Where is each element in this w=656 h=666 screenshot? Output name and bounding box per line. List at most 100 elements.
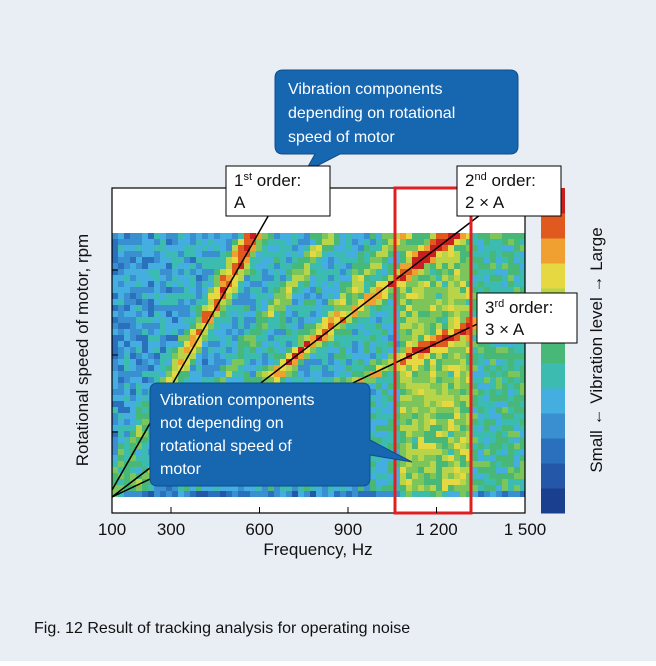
heatmap-cell (274, 245, 280, 251)
heatmap-cell (118, 287, 124, 293)
heatmap-cell (460, 293, 466, 299)
heatmap-cell (382, 395, 388, 401)
heatmap-cell (322, 311, 328, 317)
heatmap-cell (478, 443, 484, 449)
heatmap-cell (340, 359, 346, 365)
heatmap-cell (274, 269, 280, 275)
heatmap-cell (448, 341, 454, 347)
heatmap-cell (334, 305, 340, 311)
heatmap-cell (322, 293, 328, 299)
heatmap-cell (154, 371, 160, 377)
heatmap-cell (484, 407, 490, 413)
heatmap-cell (166, 281, 172, 287)
heatmap-cell (166, 311, 172, 317)
heatmap-cell (118, 323, 124, 329)
heatmap-cell (454, 317, 460, 323)
heatmap-cell (286, 287, 292, 293)
heatmap-cell (514, 485, 520, 491)
heatmap-cell (406, 473, 412, 479)
heatmap-cell (358, 263, 364, 269)
heatmap-cell (178, 305, 184, 311)
heatmap-cell (496, 365, 502, 371)
heatmap-cell (142, 389, 148, 395)
heatmap-cell (124, 389, 130, 395)
heatmap-cell (346, 353, 352, 359)
heatmap-cell (202, 257, 208, 263)
heatmap-cell (238, 293, 244, 299)
heatmap-cell (220, 365, 226, 371)
heatmap-cell (112, 473, 118, 479)
heatmap-cell (124, 431, 130, 437)
heatmap-cell (370, 299, 376, 305)
heatmap-cell (232, 233, 238, 239)
heatmap-cell (514, 287, 520, 293)
heatmap-cell (160, 233, 166, 239)
heatmap-cell (124, 245, 130, 251)
heatmap-cell (142, 413, 148, 419)
heatmap-cell (388, 251, 394, 257)
heatmap-cell (490, 437, 496, 443)
heatmap-cell (160, 311, 166, 317)
heatmap-cell (346, 293, 352, 299)
heatmap-cell (304, 359, 310, 365)
heatmap-cell (202, 353, 208, 359)
heatmap-cell (364, 251, 370, 257)
heatmap-cell (154, 287, 160, 293)
heatmap-cell (244, 299, 250, 305)
heatmap-cell (376, 275, 382, 281)
heatmap-cell (442, 479, 448, 485)
heatmap-cell (118, 257, 124, 263)
heatmap-cell (208, 233, 214, 239)
heatmap-cell (352, 323, 358, 329)
heatmap-cell (520, 443, 525, 449)
heatmap-cell (424, 323, 430, 329)
heatmap-cell (208, 257, 214, 263)
heatmap-cell (166, 323, 172, 329)
heatmap-cell (190, 287, 196, 293)
heatmap-cell (262, 365, 268, 371)
heatmap-cell (136, 389, 142, 395)
heatmap-cell (454, 443, 460, 449)
heatmap-cell (310, 287, 316, 293)
heatmap-cell (196, 275, 202, 281)
callout-line: Vibration components (160, 392, 314, 409)
heatmap-cell (406, 431, 412, 437)
heatmap-cell (514, 443, 520, 449)
heatmap-cell (172, 263, 178, 269)
heatmap-cell (472, 449, 478, 455)
heatmap-cell (196, 263, 202, 269)
heatmap-cell (256, 341, 262, 347)
heatmap-cell (460, 383, 466, 389)
heatmap-cell (118, 293, 124, 299)
heatmap-cell (472, 485, 478, 491)
heatmap-cell (250, 323, 256, 329)
heatmap-cell (202, 299, 208, 305)
heatmap-cell (412, 341, 418, 347)
heatmap-cell (172, 329, 178, 335)
heatmap-cell (142, 365, 148, 371)
heatmap-cell (142, 419, 148, 425)
heatmap-cell (340, 275, 346, 281)
heatmap-cell (412, 323, 418, 329)
heatmap-cell (220, 233, 226, 239)
heatmap-cell (382, 413, 388, 419)
heatmap-cell (430, 383, 436, 389)
heatmap-cell (310, 359, 316, 365)
heatmap-cell (262, 491, 268, 497)
heatmap-cell (166, 341, 172, 347)
heatmap-cell (244, 287, 250, 293)
heatmap-cell (490, 389, 496, 395)
heatmap-cell (364, 263, 370, 269)
heatmap-cell (130, 377, 136, 383)
heatmap-cell (118, 275, 124, 281)
heatmap-cell (310, 293, 316, 299)
heatmap-cell (166, 245, 172, 251)
heatmap-cell (166, 371, 172, 377)
heatmap-cell (418, 233, 424, 239)
heatmap-cell (520, 419, 525, 425)
heatmap-cell (274, 329, 280, 335)
heatmap-cell (130, 347, 136, 353)
heatmap-cell (166, 293, 172, 299)
heatmap-cell (490, 461, 496, 467)
heatmap-cell (124, 263, 130, 269)
